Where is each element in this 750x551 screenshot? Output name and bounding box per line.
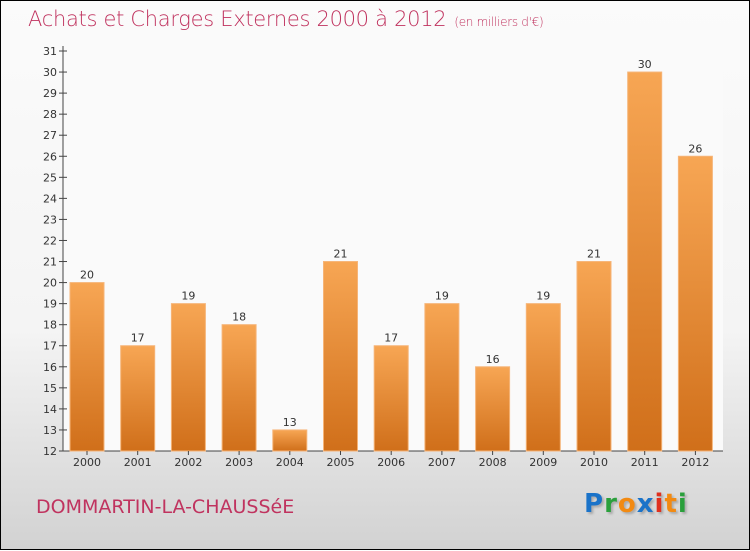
y-tick-label: 21 bbox=[43, 256, 57, 269]
logo-letter: o bbox=[617, 489, 637, 519]
unit-label: (en milliers d'€) bbox=[454, 15, 544, 29]
y-tick-label: 13 bbox=[43, 424, 57, 437]
data-label: 19 bbox=[536, 290, 550, 303]
chart-title: Achats et Charges Externes 2000 à 2012 (e… bbox=[28, 7, 544, 31]
bar bbox=[475, 366, 511, 452]
bar bbox=[576, 261, 612, 452]
logo-letter: x bbox=[636, 489, 655, 519]
x-tick-label: 2004 bbox=[276, 456, 304, 469]
data-label: 19 bbox=[181, 290, 195, 303]
bar bbox=[677, 155, 713, 452]
data-label: 21 bbox=[334, 248, 348, 261]
x-tick-label: 2009 bbox=[529, 456, 557, 469]
bar bbox=[373, 345, 409, 452]
data-label: 16 bbox=[486, 353, 500, 366]
y-tick-label: 26 bbox=[43, 150, 57, 163]
proxiti-logo: Proxiti bbox=[584, 489, 688, 519]
y-tick-label: 23 bbox=[43, 213, 57, 226]
bar bbox=[272, 429, 308, 452]
y-tick-label: 30 bbox=[43, 66, 57, 79]
logo-letter: i bbox=[677, 489, 688, 519]
data-label: 17 bbox=[131, 332, 145, 345]
x-tick-label: 2012 bbox=[681, 456, 709, 469]
x-tick-label: 2008 bbox=[479, 456, 507, 469]
data-label: 30 bbox=[638, 58, 652, 71]
commune-name: DOMMARTIN-LA-CHAUSSéE bbox=[36, 496, 295, 518]
y-tick-label: 29 bbox=[43, 87, 57, 100]
x-tick-label: 2010 bbox=[580, 456, 608, 469]
bar bbox=[525, 303, 561, 452]
y-tick-label: 14 bbox=[43, 403, 57, 416]
x-tick-label: 2002 bbox=[174, 456, 202, 469]
bar bbox=[424, 303, 460, 452]
y-tick-label: 20 bbox=[43, 277, 57, 290]
data-label: 19 bbox=[435, 290, 449, 303]
x-tick-label: 2001 bbox=[124, 456, 152, 469]
x-tick-label: 2011 bbox=[631, 456, 659, 469]
y-tick-label: 24 bbox=[43, 192, 57, 205]
data-label: 20 bbox=[80, 269, 94, 282]
logo-letter: r bbox=[604, 489, 618, 519]
bar bbox=[170, 303, 206, 452]
logo-letter: P bbox=[584, 489, 605, 519]
data-label: 18 bbox=[232, 311, 246, 324]
x-tick-label: 2006 bbox=[377, 456, 405, 469]
data-label: 13 bbox=[283, 416, 297, 429]
y-tick-label: 12 bbox=[43, 445, 57, 458]
x-tick-label: 2005 bbox=[327, 456, 355, 469]
bar bbox=[69, 282, 105, 452]
data-label: 17 bbox=[384, 332, 398, 345]
y-tick-label: 18 bbox=[43, 319, 57, 332]
y-tick-label: 22 bbox=[43, 234, 57, 247]
y-tick-label: 31 bbox=[43, 45, 57, 58]
data-label: 26 bbox=[688, 142, 702, 155]
x-tick-label: 2000 bbox=[73, 456, 101, 469]
y-tick-label: 25 bbox=[43, 171, 57, 184]
bar bbox=[221, 324, 257, 452]
y-tick-label: 28 bbox=[43, 108, 57, 121]
y-tick-label: 17 bbox=[43, 340, 57, 353]
x-tick-label: 2003 bbox=[225, 456, 253, 469]
logo-letter: i bbox=[654, 489, 665, 519]
bar bbox=[627, 71, 663, 452]
logo-letter: t bbox=[664, 489, 678, 519]
title-text: Achats et Charges Externes 2000 à 2012 bbox=[28, 7, 447, 31]
data-label: 21 bbox=[587, 248, 601, 261]
bar bbox=[120, 345, 156, 452]
y-tick-label: 27 bbox=[43, 129, 57, 142]
x-tick-label: 2007 bbox=[428, 456, 456, 469]
bar bbox=[323, 261, 358, 452]
y-tick-label: 16 bbox=[43, 361, 57, 374]
y-tick-label: 19 bbox=[43, 298, 57, 311]
y-tick-label: 15 bbox=[43, 382, 57, 395]
